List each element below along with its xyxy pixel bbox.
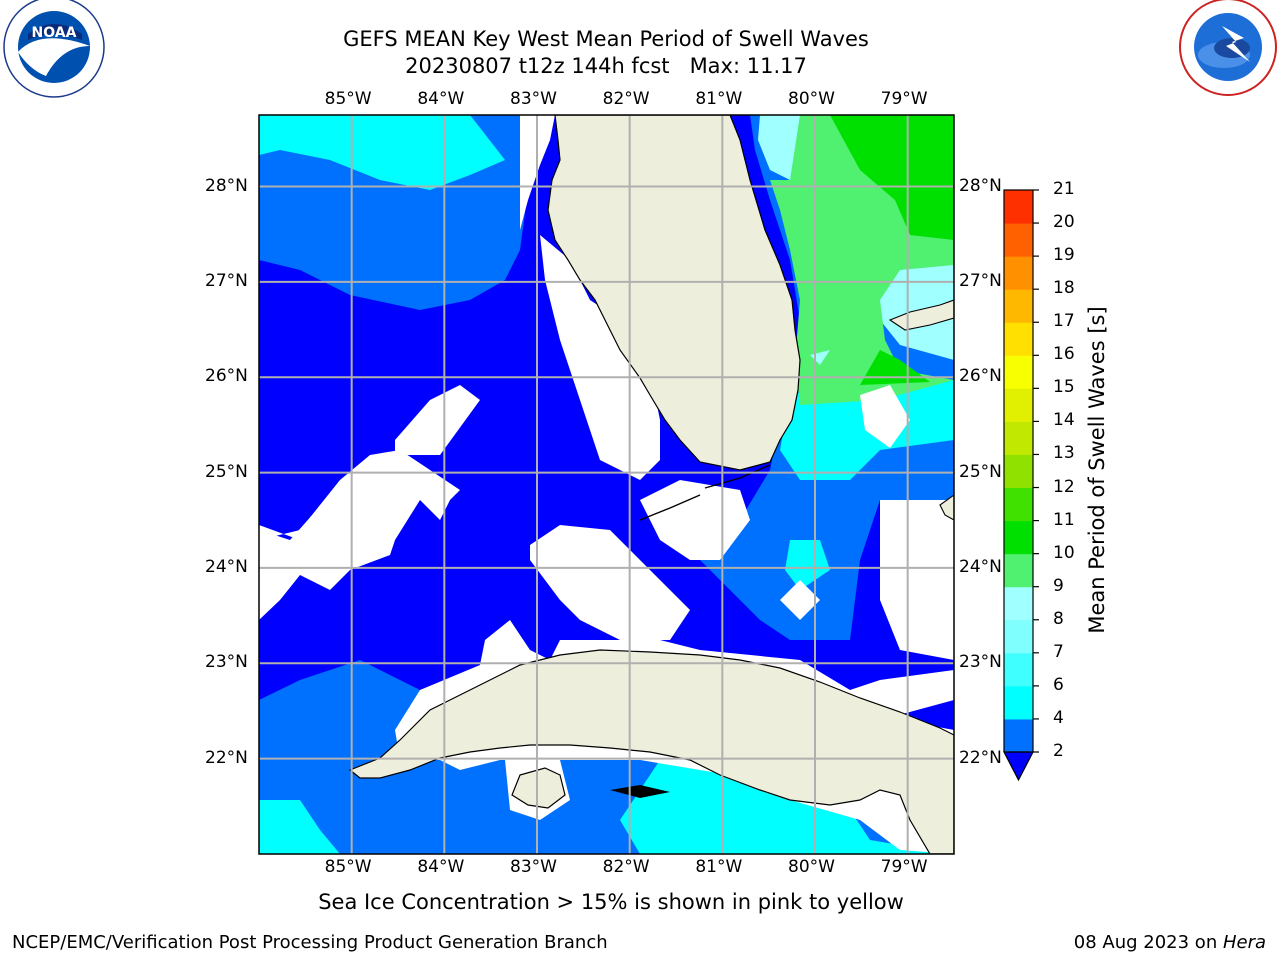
lat-tick-label-left: 24°N [205, 556, 248, 577]
colorbar-segment [1004, 619, 1033, 654]
lon-tick-label-bottom: 83°W [510, 857, 557, 877]
lon-tick-label-top: 82°W [602, 89, 650, 109]
lon-tick-label-top: 79°W [880, 89, 928, 109]
lat-tick-label-right: 26°N [959, 366, 1002, 387]
colorbar-tick-label: 16 [1053, 344, 1075, 365]
colorbar-tick-label: 20 [1053, 212, 1075, 233]
colorbar-segment [1004, 652, 1033, 687]
colorbar-frame [1003, 189, 1034, 753]
lon-tick-label-bottom: 84°W [417, 857, 465, 877]
colorbar-tick-label: 2 [1053, 741, 1064, 761]
colorbar-tick-label: 17 [1053, 311, 1075, 332]
colorbar-segment [1004, 520, 1033, 555]
lat-tick-label-left: 25°N [205, 461, 248, 482]
lat-tick-label-right: 24°N [959, 556, 1002, 577]
sea-ice-note: Sea Ice Concentration > 15% is shown in … [318, 890, 904, 914]
lon-tick-label-bottom: 85°W [324, 857, 372, 877]
footer-date-text: 08 Aug 2023 on [1073, 932, 1223, 953]
lat-tick-label-left: 23°N [205, 652, 248, 673]
lon-tick-label-bottom: 82°W [602, 857, 650, 877]
lat-tick-label-right: 28°N [959, 175, 1002, 196]
lat-tick-label-right: 25°N [959, 461, 1002, 482]
colorbar-segment [1004, 322, 1033, 356]
lat-tick-label-left: 28°N [205, 175, 248, 196]
colorbar-segment [1004, 553, 1033, 588]
lon-tick-label-top: 83°W [510, 89, 557, 109]
colorbar-segment [1004, 289, 1033, 323]
colorbar-segment [1004, 454, 1033, 489]
colorbar-tick-label: 15 [1053, 377, 1075, 398]
lon-tick-label-top: 81°W [695, 89, 743, 109]
lat-tick-label-left: 26°N [205, 366, 248, 387]
map-gridlines [259, 115, 954, 854]
colorbar [1003, 189, 1039, 782]
colorbar-segment [1004, 388, 1033, 422]
colorbar-segment [1004, 586, 1033, 621]
lat-tick-label-left: 22°N [205, 747, 248, 768]
colorbar-tick-label: 11 [1053, 509, 1075, 530]
colorbar-tick-label: 12 [1053, 476, 1075, 497]
colorbar-tick-label: 4 [1053, 707, 1064, 728]
colorbar-segment [1004, 190, 1033, 224]
lat-tick-label-right: 23°N [959, 652, 1002, 673]
cuba-landmass [348, 649, 954, 854]
nws-logo [1179, 0, 1277, 96]
colorbar-segment [1004, 718, 1033, 753]
lon-tick-label-top: 85°W [324, 89, 372, 109]
colorbar-extend-arrow [1003, 751, 1034, 782]
colorbar-segment [1004, 487, 1033, 522]
footer-host: Hera [1222, 932, 1266, 953]
colorbar-tick-label: 19 [1053, 245, 1075, 266]
colorbar-tick-label: 9 [1053, 575, 1064, 596]
florida-landmass [547, 115, 801, 471]
colorbar-title: Mean Period of Swell Waves [s] [1085, 306, 1109, 634]
colorbar-tick-label: 10 [1053, 542, 1075, 563]
noaa-logo: NOAA [3, 0, 105, 98]
lon-tick-label-bottom: 80°W [788, 857, 835, 877]
lat-tick-label-right: 27°N [959, 270, 1002, 291]
colorbar-segment [1004, 355, 1033, 389]
colorbar-tick-label: 18 [1053, 278, 1075, 299]
isla-juventud [511, 767, 566, 809]
colorbar-tick-label: 14 [1053, 410, 1075, 431]
colorbar-tick-label: 13 [1053, 443, 1075, 464]
lon-tick-label-bottom: 79°W [880, 857, 928, 877]
colorbar-tick-label: 8 [1053, 608, 1064, 629]
colorbar-segment [1004, 223, 1033, 257]
map-title-line2: 20230807 t12z 144h fcst Max: 11.17 [405, 54, 807, 78]
colorbar-segment [1004, 256, 1033, 290]
colorbar-tick-label: 6 [1053, 674, 1064, 695]
lat-tick-label-right: 22°N [959, 747, 1002, 768]
map-title-line1: GEFS MEAN Key West Mean Period of Swell … [343, 27, 869, 51]
lat-tick-label-left: 27°N [205, 270, 248, 291]
footer-credit: NCEP/EMC/Verification Post Processing Pr… [12, 932, 608, 953]
lon-tick-label-top: 80°W [788, 89, 835, 109]
lon-tick-label-top: 84°W [417, 89, 465, 109]
colorbar-segment [1004, 685, 1033, 720]
colorbar-segment [1004, 421, 1033, 455]
footer-date: 08 Aug 2023 on Hera [1074, 932, 1266, 953]
noaa-logo-text: NOAA [32, 25, 77, 41]
colorbar-tick-label: 21 [1053, 179, 1075, 199]
map-frame [258, 114, 955, 855]
lon-tick-label-bottom: 81°W [695, 857, 743, 877]
colorbar-tick-label: 7 [1053, 641, 1064, 662]
